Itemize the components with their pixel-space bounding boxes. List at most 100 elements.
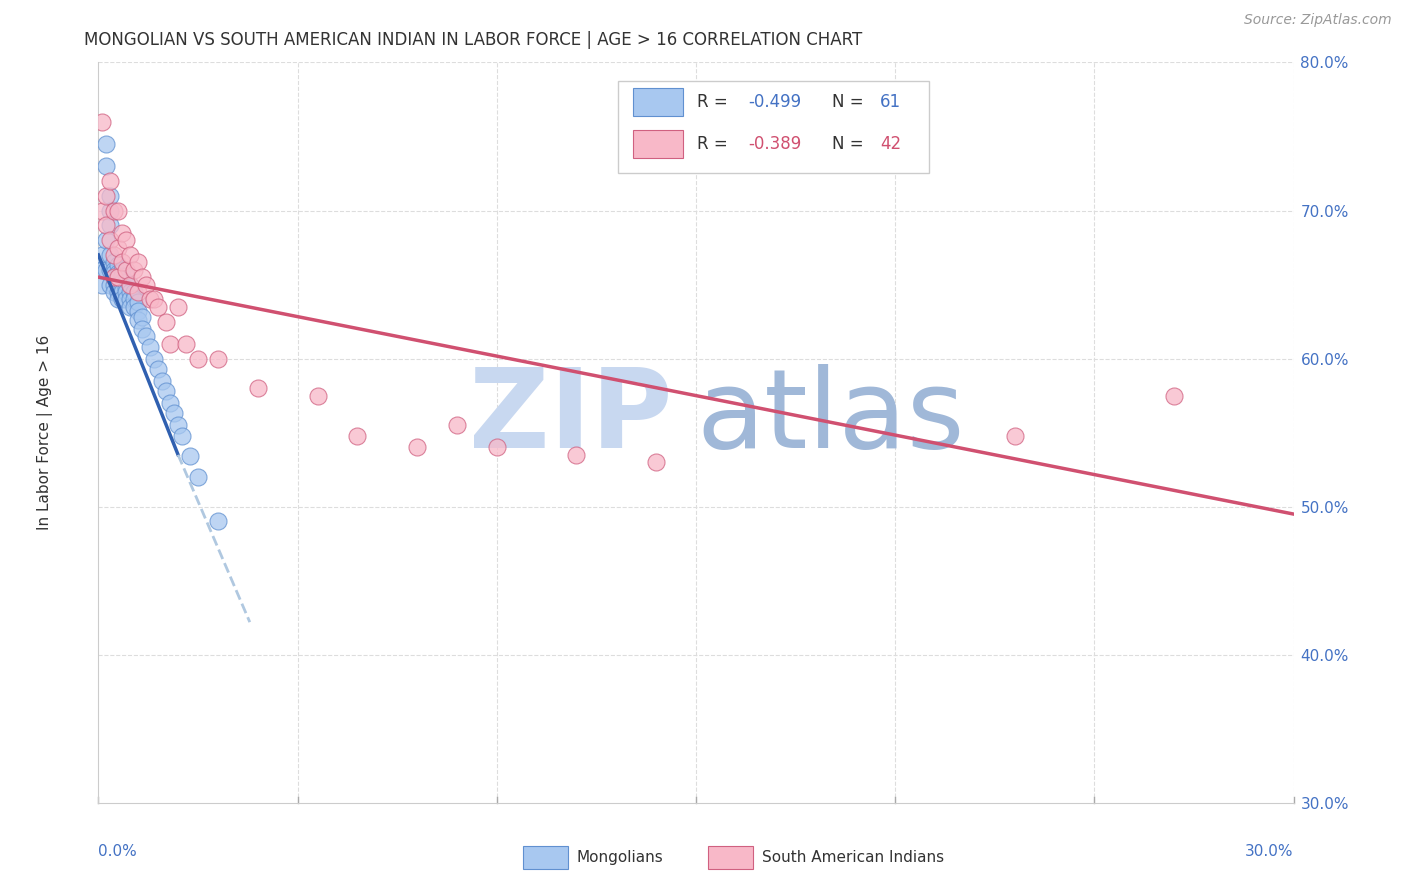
Point xyxy=(91,262,114,277)
Point xyxy=(107,203,129,218)
Point xyxy=(143,293,166,307)
Point xyxy=(307,389,329,403)
Point xyxy=(148,362,170,376)
Point xyxy=(131,270,153,285)
Point xyxy=(120,277,142,292)
Point xyxy=(135,277,157,292)
Point xyxy=(150,374,173,388)
Point xyxy=(148,300,170,314)
Text: R =: R = xyxy=(697,135,733,153)
Point xyxy=(167,418,190,433)
Point xyxy=(115,280,138,294)
Point xyxy=(120,300,142,314)
Text: 30.0%: 30.0% xyxy=(1246,844,1294,858)
Point xyxy=(207,351,229,366)
Point xyxy=(163,406,186,420)
Point xyxy=(127,313,149,327)
Point xyxy=(96,219,118,233)
Point xyxy=(96,262,118,277)
Point xyxy=(155,384,177,399)
Point xyxy=(127,295,149,310)
Point xyxy=(159,396,181,410)
Point xyxy=(645,455,668,469)
Point xyxy=(107,285,129,299)
Point xyxy=(103,248,125,262)
Point xyxy=(131,322,153,336)
Text: Source: ZipAtlas.com: Source: ZipAtlas.com xyxy=(1244,13,1392,28)
Point xyxy=(139,293,162,307)
Point xyxy=(98,233,122,247)
Point xyxy=(111,255,134,269)
Text: MONGOLIAN VS SOUTH AMERICAN INDIAN IN LABOR FORCE | AGE > 16 CORRELATION CHART: MONGOLIAN VS SOUTH AMERICAN INDIAN IN LA… xyxy=(84,31,863,49)
Point xyxy=(96,233,118,247)
Point xyxy=(131,310,153,325)
Point xyxy=(143,351,166,366)
Point xyxy=(127,304,149,318)
Text: 42: 42 xyxy=(880,135,901,153)
Point xyxy=(107,266,129,280)
Point xyxy=(107,293,129,307)
Point xyxy=(103,277,125,292)
Text: -0.389: -0.389 xyxy=(748,135,801,153)
Point xyxy=(207,515,229,529)
Point xyxy=(103,203,125,218)
Point xyxy=(159,336,181,351)
Text: N =: N = xyxy=(832,135,869,153)
Point xyxy=(115,285,138,299)
Point xyxy=(120,293,142,307)
Point xyxy=(107,258,129,272)
Point xyxy=(111,285,134,299)
Point xyxy=(103,255,125,269)
Point xyxy=(135,329,157,343)
Point xyxy=(98,203,122,218)
Point xyxy=(91,248,114,262)
Point xyxy=(111,293,134,307)
Point xyxy=(187,470,209,484)
Point xyxy=(120,285,142,299)
Text: atlas: atlas xyxy=(696,364,965,471)
Point xyxy=(115,293,138,307)
Point xyxy=(103,270,125,285)
Point xyxy=(124,293,146,307)
Bar xyxy=(709,846,754,870)
Text: R =: R = xyxy=(697,93,733,111)
Point xyxy=(107,240,129,254)
Point xyxy=(187,351,209,366)
Point xyxy=(91,277,114,292)
Text: In Labor Force | Age > 16: In Labor Force | Age > 16 xyxy=(37,335,52,530)
Bar xyxy=(633,130,683,158)
Point xyxy=(98,277,122,292)
Point xyxy=(103,262,125,277)
Text: ZIP: ZIP xyxy=(468,364,672,471)
Text: South American Indians: South American Indians xyxy=(762,850,943,865)
Point xyxy=(127,285,149,299)
Point xyxy=(485,441,508,455)
Text: N =: N = xyxy=(832,93,869,111)
Point xyxy=(111,262,134,277)
Point xyxy=(124,262,146,277)
Point xyxy=(103,266,125,280)
Point xyxy=(98,262,122,277)
Point xyxy=(174,336,197,351)
Text: -0.499: -0.499 xyxy=(748,93,801,111)
Point xyxy=(120,248,142,262)
Point xyxy=(107,277,129,292)
Point xyxy=(246,381,269,395)
Point xyxy=(1163,389,1185,403)
Bar xyxy=(633,87,683,116)
Point xyxy=(346,428,368,442)
Point xyxy=(446,418,468,433)
Point xyxy=(107,270,129,285)
Point xyxy=(155,314,177,328)
Text: 0.0%: 0.0% xyxy=(98,844,138,858)
Point xyxy=(115,275,138,289)
Point xyxy=(111,280,134,294)
Point xyxy=(139,340,162,354)
Point xyxy=(98,174,122,188)
Point xyxy=(115,233,138,247)
Point xyxy=(107,270,129,285)
Point xyxy=(103,285,125,299)
Bar xyxy=(523,846,568,870)
Point xyxy=(1004,428,1026,442)
Point xyxy=(124,285,146,299)
